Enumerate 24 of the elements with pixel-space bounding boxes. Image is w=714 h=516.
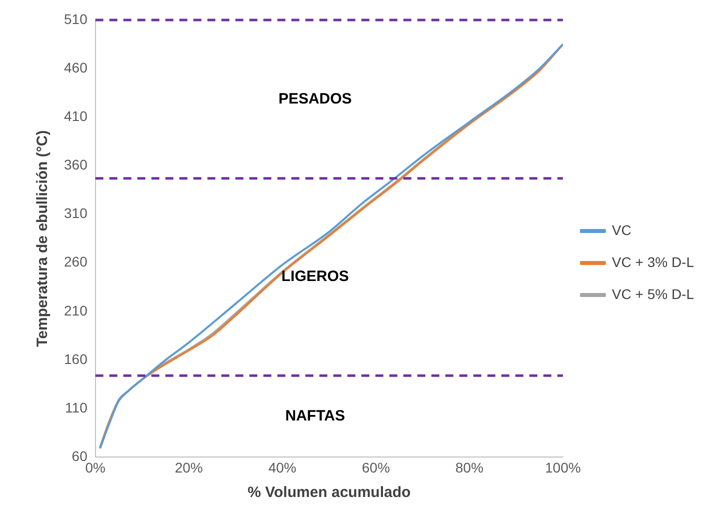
y-tick-label: 310 xyxy=(64,205,88,222)
x-tick-label: 20% xyxy=(174,459,203,476)
y-tick-label: 510 xyxy=(64,10,88,27)
y-tick-label: 410 xyxy=(64,108,88,124)
y-axis-title: Temperatura de ebullición (°C) xyxy=(34,130,52,347)
y-tick-label: 260 xyxy=(64,254,88,270)
y-tick-label: 360 xyxy=(64,156,88,173)
y-tick-label: 210 xyxy=(64,302,88,318)
y-tick-label: 160 xyxy=(64,350,88,367)
y-tick-label: 110 xyxy=(65,399,88,416)
annotation: NAFTAS xyxy=(285,408,345,425)
x-tick-label: 40% xyxy=(268,459,296,476)
x-tick-label: 80% xyxy=(455,459,484,476)
annotation: PESADOS xyxy=(278,90,352,108)
y-tick-label: 60 xyxy=(72,448,88,464)
x-axis-title: % Volumen acumulado xyxy=(248,484,411,502)
annotation: LIGEROS xyxy=(281,268,349,286)
x-tick-label: 0% xyxy=(85,459,106,476)
y-tick-label: 460 xyxy=(64,59,88,76)
legend-label: VC + 3% D-L xyxy=(612,254,694,270)
x-tick-label: 100% xyxy=(545,459,581,476)
legend-label: VC xyxy=(612,222,632,238)
x-tick-label: 60% xyxy=(362,459,390,476)
legend-label: VC + 5% D-L xyxy=(612,286,694,302)
